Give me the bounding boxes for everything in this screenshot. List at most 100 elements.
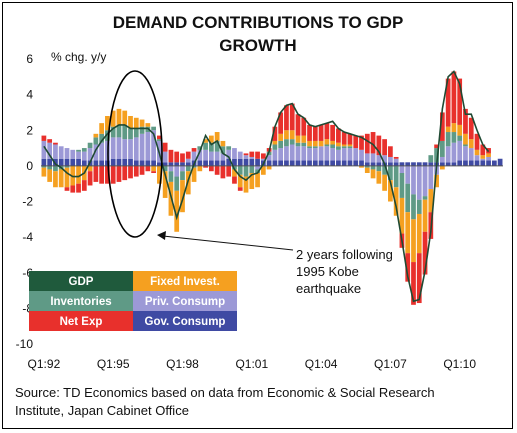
x-tick-label: Q1:95 [97, 357, 130, 371]
y-tick-label: -2 [22, 195, 33, 209]
bar-segment [324, 139, 330, 145]
bar-segment [145, 132, 151, 161]
bar-segment [226, 165, 232, 177]
legend-swatch [133, 271, 237, 291]
bar-segment [463, 160, 468, 166]
bar-segment [289, 160, 295, 166]
bar-segment [58, 146, 64, 159]
bar-segment [174, 190, 180, 232]
bar-segment [99, 123, 105, 134]
bar-segment [81, 151, 87, 161]
bar-segment [110, 126, 116, 138]
bar-segment [191, 167, 197, 182]
bar-segment [439, 156, 445, 163]
annotation-arrow-head [157, 231, 166, 240]
bar-segment [428, 165, 434, 190]
bar-segment [336, 160, 341, 166]
bar-segment [203, 142, 208, 150]
bar-segment [180, 153, 185, 163]
bar-segment [457, 135, 463, 141]
y-tick-label: -6 [22, 266, 33, 280]
bar-segment [445, 132, 451, 147]
bar-segment [81, 180, 87, 191]
bar-segment [237, 187, 243, 191]
bar-segment [64, 187, 70, 191]
bar-segment [87, 165, 93, 172]
x-tick-label: Q1:98 [166, 357, 199, 371]
bar-segment [451, 71, 457, 124]
bar-segment [318, 124, 324, 141]
bar-segment [411, 165, 416, 195]
bar-segment [451, 132, 457, 143]
bar-segment [301, 135, 307, 143]
bar-segment [463, 108, 468, 134]
legend-label: Net Exp [60, 316, 103, 328]
bar-segment [491, 160, 497, 166]
bar-segment [168, 149, 174, 163]
bar-segment [272, 140, 278, 145]
legend: GDP Fixed Invest. Inventories Priv. Consump… [29, 271, 237, 331]
legend-swatch [133, 311, 237, 331]
legend-swatch [133, 291, 237, 311]
bar-segment [162, 151, 168, 163]
bar-segment [336, 142, 341, 147]
bar-segment [99, 165, 105, 184]
bar-segment [307, 124, 312, 141]
bar-segment [312, 126, 318, 141]
bar-segment [191, 148, 197, 152]
bar-segment [486, 153, 491, 157]
bar-segment [203, 139, 208, 143]
annotation-line-1: 2 years following [296, 247, 393, 262]
bar-segment [468, 148, 474, 161]
bar-segment [324, 160, 330, 166]
bar-segment [162, 142, 168, 152]
bar-segment [376, 162, 382, 166]
bar-segment [411, 262, 416, 305]
chart-title-line2: GROWTH [219, 36, 296, 55]
bar-segment [255, 151, 260, 159]
bar-segment [272, 160, 278, 166]
y-tick-label: -8 [22, 301, 33, 315]
bar-segment [185, 151, 191, 159]
bar-segment [295, 160, 301, 166]
bar-segment [208, 165, 214, 172]
bar-segment [128, 165, 133, 179]
bar-segment [359, 160, 364, 166]
bar-segment [105, 130, 110, 141]
bar-segment [128, 139, 133, 159]
bar-segment [260, 165, 266, 175]
bar-segment [353, 148, 359, 161]
bar-segment [359, 149, 364, 161]
bar-segment [312, 160, 318, 166]
bar-segment [451, 162, 457, 166]
bar-segment [93, 160, 99, 166]
bar-segment [53, 142, 58, 145]
bar-segment [393, 158, 399, 163]
bar-segment [405, 183, 411, 213]
bar-segment [64, 148, 70, 159]
bar-segment [399, 173, 405, 198]
bar-segment [468, 117, 474, 140]
bar-segment [347, 144, 353, 147]
bar-segment [237, 174, 243, 188]
bar-segment [208, 151, 214, 161]
bar-segment [110, 137, 116, 159]
bar-segment [295, 146, 301, 161]
bar-segment [347, 133, 353, 145]
bar-segment [232, 148, 237, 159]
bar-segment [266, 160, 272, 166]
bar-segment [87, 148, 93, 161]
bar-segment [284, 146, 289, 161]
bar-segment [214, 132, 220, 141]
bar-segment [81, 160, 87, 166]
bar-segment [128, 128, 133, 140]
bar-segment [439, 165, 445, 170]
bar-segment [70, 149, 76, 159]
bar-segment [463, 146, 468, 161]
bar-segment [133, 117, 139, 129]
bar-segment [122, 165, 128, 181]
bar-segment [434, 144, 439, 149]
bar-segment [185, 162, 191, 166]
bar-segment [105, 116, 110, 131]
bar-segment [162, 162, 168, 166]
